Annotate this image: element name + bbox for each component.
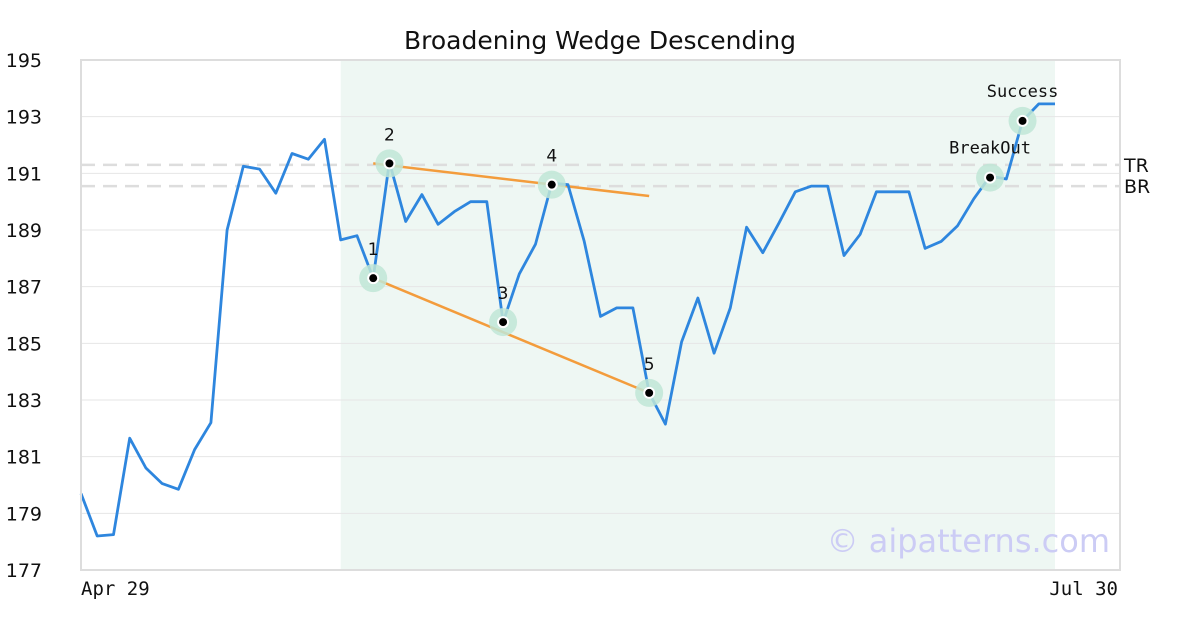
event-label: BreakOut <box>949 139 1031 159</box>
chart-title: Broadening Wedge Descending <box>404 26 796 55</box>
pivot-4-dot <box>547 180 556 189</box>
pivot-label: 2 <box>384 125 395 145</box>
y-tick-label: 181 <box>6 447 42 469</box>
x-tick-end: Jul 30 <box>1049 578 1118 600</box>
pivot-5-dot <box>645 388 654 397</box>
event-label: Success <box>987 82 1059 102</box>
y-tick-label: 191 <box>6 163 42 185</box>
pattern-region <box>340 60 1055 570</box>
pivot-3-dot <box>499 318 508 327</box>
x-tick-start: Apr 29 <box>81 578 150 600</box>
y-tick-label: 195 <box>6 50 42 72</box>
y-tick-label: 187 <box>6 277 42 299</box>
series-layer <box>79 102 1055 538</box>
pivot-label: 5 <box>644 355 655 375</box>
pattern-region-layer <box>340 60 1055 570</box>
price-line <box>79 102 1055 538</box>
pivot-1-dot <box>369 274 378 283</box>
plot-frame <box>80 59 1121 571</box>
markers-layer: 1 2 3 4 5 BreakOut Success <box>359 82 1058 407</box>
breakout-level-label: BR <box>1124 176 1150 198</box>
event-success-dot <box>1018 116 1027 125</box>
pivot-label: 1 <box>368 240 379 260</box>
y-tick-label: 179 <box>6 503 42 525</box>
pivot-label: 4 <box>546 147 557 167</box>
resistance-level-label: TR <box>1123 155 1149 177</box>
y-tick-label: 193 <box>6 107 42 129</box>
y-tick-label: 177 <box>6 560 42 582</box>
y-tick-label: 183 <box>6 390 42 412</box>
y-tick-label: 189 <box>6 220 42 242</box>
trendline <box>373 162 650 198</box>
y-tick-label: 185 <box>6 333 42 355</box>
trendline <box>372 277 650 395</box>
pivot-2-dot <box>385 159 394 168</box>
event-breakout-dot <box>986 173 995 182</box>
pivot-label: 3 <box>498 284 509 304</box>
watermark: © aipatterns.com <box>827 522 1110 560</box>
trendlines-layer <box>372 162 650 395</box>
y-axis: 177 179 181 183 185 187 189 191 193 195 <box>6 50 42 582</box>
